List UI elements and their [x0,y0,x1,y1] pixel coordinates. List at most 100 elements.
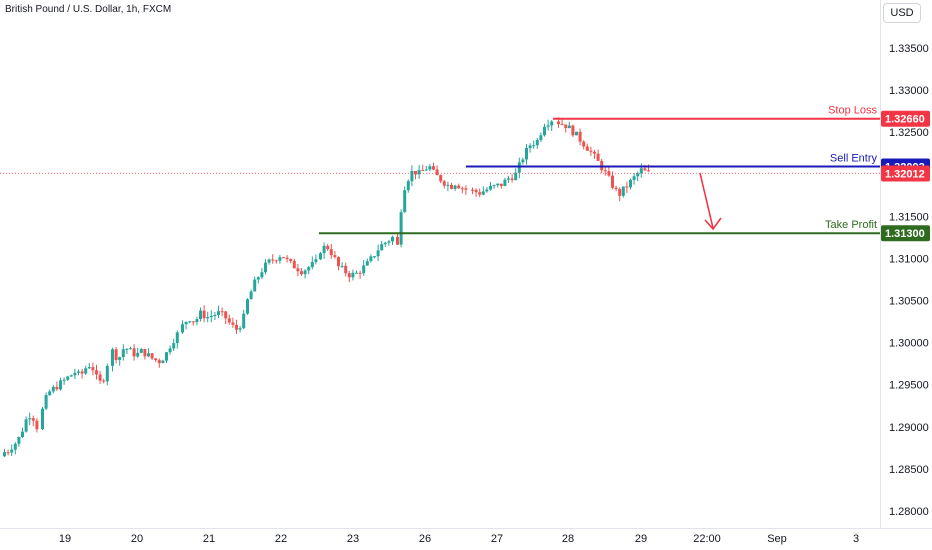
svg-text:1.31300: 1.31300 [885,228,925,240]
x-tick-label: Sep [767,533,787,545]
candle-body [175,332,179,344]
candle-body [337,257,340,267]
candle-body [632,176,636,180]
y-tick-label: 1.30000 [889,338,929,350]
candle-body [188,321,192,323]
candle-body [253,279,257,292]
candle-body [373,256,376,258]
y-tick-label: 1.29500 [889,380,929,392]
candle-body [589,150,593,152]
candle-body [585,146,589,151]
candle-body [132,348,136,357]
candle-body [387,241,391,243]
stop-loss-price-tag: 1.32660 [881,110,930,127]
candle-body [246,299,249,314]
candle-body [35,420,39,430]
candle-body [310,261,314,268]
candle-body [114,349,118,360]
y-tick-label: 1.32500 [889,127,929,139]
candle-body [95,370,98,375]
candle-body [499,183,503,187]
candle-body [13,443,17,450]
candle-body [596,153,600,161]
candle-body [358,272,362,274]
candle-body [249,291,253,300]
candle-body [172,343,176,349]
x-tick-label: 29 [635,533,647,545]
x-tick-label: 27 [491,533,503,545]
candle-body [91,367,95,371]
candle-body [69,375,73,377]
candle-body [181,324,184,333]
candle-body [396,236,399,245]
candle-body [300,271,303,275]
candle-body [543,126,546,136]
candle-body [165,352,168,361]
candle-body [66,376,70,380]
candle-body [289,259,293,261]
candle-body [578,131,582,142]
candle-body [217,311,220,315]
candle-body [528,145,532,149]
currency-button[interactable]: USD [883,3,921,23]
candle-body [264,262,267,273]
candle-body [485,189,489,192]
sell-entry-label: Sell Entry [830,152,878,164]
candle-body [329,249,333,256]
candle-body [399,212,403,245]
candle-body [238,328,242,330]
candle-body [274,260,278,262]
candle-body [139,349,143,353]
chart-title: British Pound / U.S. Dollar, 1h, FXCM [5,4,172,15]
candle-body [439,175,443,182]
candle-body [369,256,373,262]
candle-body [21,431,24,438]
candle-body [129,348,132,350]
candle-body [143,349,147,357]
candle-body [380,244,384,251]
y-tick-label: 1.30500 [889,296,929,308]
candle-body [55,386,59,390]
candle-body [59,380,62,390]
candles-group [3,117,650,457]
candle-body [24,419,28,432]
candle-body [62,379,66,381]
candle-body [77,371,80,373]
candle-body [410,170,414,182]
candle-body [220,311,224,313]
candle-body [362,265,366,274]
candle-body [206,317,210,319]
candle-body [391,236,394,242]
candle-body [344,265,348,274]
candle-body [224,311,228,319]
candle-body [136,352,140,357]
stop-loss-label: Stop Loss [828,105,877,117]
candle-body [611,175,614,188]
candle-body [365,261,369,266]
candle-body [521,159,525,163]
svg-text:1.32012: 1.32012 [885,168,925,180]
candle-body [618,189,622,196]
candle-body [414,170,417,175]
candle-body [564,124,568,129]
x-tick-label: 19 [59,533,71,545]
candle-body [571,125,575,136]
candle-body [406,181,410,191]
candle-body [442,181,446,186]
candle-body [424,169,428,171]
candle-body [614,187,618,190]
candle-body [296,268,300,272]
candle-body [629,179,632,188]
svg-text:1.32660: 1.32660 [885,114,925,126]
candle-body [285,257,289,260]
candle-body [282,257,285,259]
candle-body [292,260,296,269]
candle-body [647,170,650,172]
candle-body [417,170,421,175]
candle-body [6,452,10,454]
candle-body [314,259,318,262]
candle-body [278,257,282,261]
candle-body [125,348,129,350]
x-tick-label: 23 [347,533,359,545]
